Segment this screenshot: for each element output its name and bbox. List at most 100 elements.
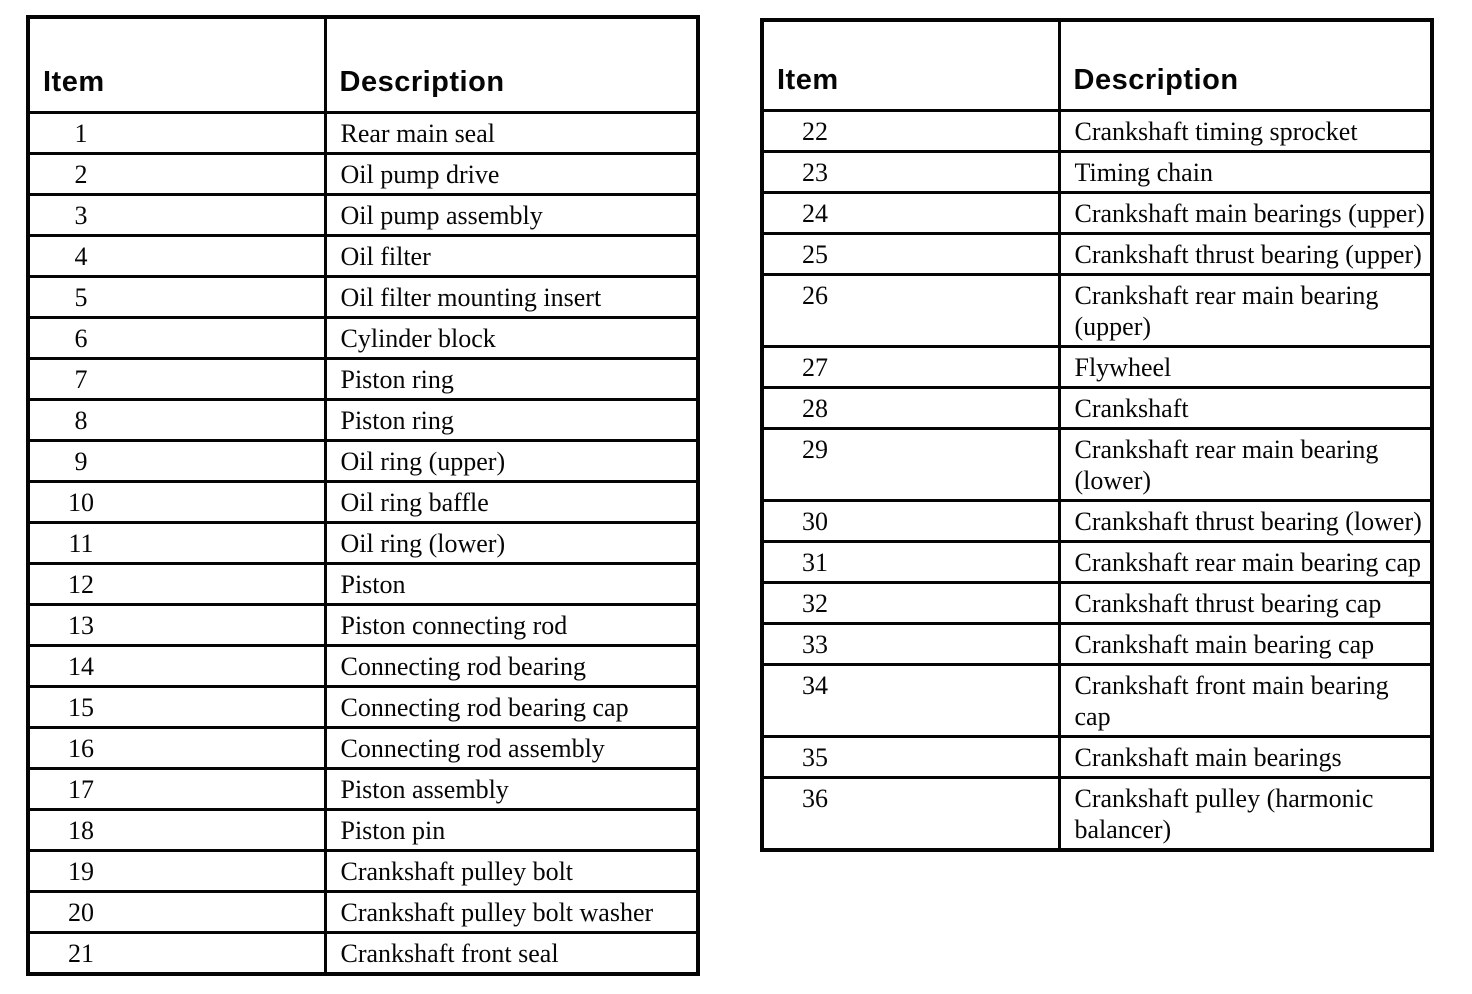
item-cell: 11 [26, 521, 327, 565]
description-cell: Crankshaft front main bearing cap [1057, 663, 1434, 738]
description-cell: Oil filter mounting insert [323, 275, 700, 319]
item-number: 35 [802, 743, 828, 772]
item-number: 20 [68, 898, 94, 927]
table-row: 34 Crankshaft front main bearing cap [760, 663, 1434, 738]
description-cell: Connecting rod bearing [323, 644, 700, 688]
description-cell: Connecting rod assembly [323, 726, 700, 770]
right-parts-table: Item Description 22 Crankshaft timing spr… [760, 18, 1434, 852]
table-row: 21 Crankshaft front seal [26, 931, 700, 976]
description-cell: Oil ring (upper) [323, 439, 700, 483]
table-row: 19 Crankshaft pulley bolt [26, 849, 700, 893]
table-row: 26 Crankshaft rear main bearing (upper) [760, 273, 1434, 348]
description-cell: Timing chain [1057, 150, 1434, 194]
item-cell: 6 [26, 316, 327, 360]
item-number: 15 [68, 693, 94, 722]
item-cell: 5 [26, 275, 327, 319]
description-cell: Rear main seal [323, 111, 700, 155]
item-cell: 3 [26, 193, 327, 237]
item-cell: 29 [760, 427, 1061, 502]
item-cell: 24 [760, 191, 1061, 235]
description-cell: Crankshaft front seal [323, 931, 700, 976]
item-cell: 1 [26, 111, 327, 155]
table-row: 16 Connecting rod assembly [26, 726, 700, 770]
table-row: 13 Piston connecting rod [26, 603, 700, 647]
description-cell: Crankshaft rear main bearing (lower) [1057, 427, 1434, 502]
table-row: 14 Connecting rod bearing [26, 644, 700, 688]
item-number: 34 [802, 671, 828, 700]
item-number: 1 [74, 119, 88, 148]
item-number: 6 [74, 324, 88, 353]
description-cell: Crankshaft pulley bolt [323, 849, 700, 893]
description-cell: Crankshaft main bearings [1057, 735, 1434, 779]
item-cell: 19 [26, 849, 327, 893]
table-row: 29 Crankshaft rear main bearing (lower) [760, 427, 1434, 502]
item-cell: 13 [26, 603, 327, 647]
description-cell: Crankshaft rear main bearing cap [1057, 540, 1434, 584]
item-column-header: Item [26, 15, 327, 114]
item-number: 21 [68, 939, 94, 968]
item-cell: 22 [760, 109, 1061, 153]
item-number: 8 [74, 406, 88, 435]
table-row: 23 Timing chain [760, 150, 1434, 194]
item-number: 7 [74, 365, 88, 394]
description-cell: Crankshaft thrust bearing (upper) [1057, 232, 1434, 276]
table-row: 11 Oil ring (lower) [26, 521, 700, 565]
description-cell: Crankshaft [1057, 386, 1434, 430]
item-number: 12 [68, 570, 94, 599]
description-cell: Crankshaft timing sprocket [1057, 109, 1434, 153]
item-cell: 14 [26, 644, 327, 688]
table-row: 7 Piston ring [26, 357, 700, 401]
item-cell: 16 [26, 726, 327, 770]
item-cell: 31 [760, 540, 1061, 584]
table-row: 1 Rear main seal [26, 111, 700, 155]
item-number: 4 [74, 242, 88, 271]
item-number: 31 [802, 548, 828, 577]
item-number: 11 [68, 529, 94, 558]
table-row: 36 Crankshaft pulley (harmonic balancer) [760, 776, 1434, 852]
description-cell: Oil pump assembly [323, 193, 700, 237]
item-number: 18 [68, 816, 94, 845]
description-cell: Piston ring [323, 398, 700, 442]
description-cell: Crankshaft main bearings (upper) [1057, 191, 1434, 235]
description-cell: Flywheel [1057, 345, 1434, 389]
table-row: 6 Cylinder block [26, 316, 700, 360]
left-parts-table: Item Description 1 Rear main seal 2 Oil pum… [26, 15, 700, 976]
description-cell: Piston connecting rod [323, 603, 700, 647]
item-number: 16 [68, 734, 94, 763]
item-cell: 23 [760, 150, 1061, 194]
description-cell: Crankshaft pulley bolt washer [323, 890, 700, 934]
item-cell: 17 [26, 767, 327, 811]
table-row: 24 Crankshaft main bearings (upper) [760, 191, 1434, 235]
table-row: 30 Crankshaft thrust bearing (lower) [760, 499, 1434, 543]
item-cell: 21 [26, 931, 327, 976]
item-cell: 32 [760, 581, 1061, 625]
item-number: 9 [74, 447, 88, 476]
item-number: 36 [802, 784, 828, 813]
table-row: 9 Oil ring (upper) [26, 439, 700, 483]
item-cell: 34 [760, 663, 1061, 738]
item-number: 2 [74, 160, 88, 189]
description-cell: Piston assembly [323, 767, 700, 811]
table-row: 10 Oil ring baffle [26, 480, 700, 524]
item-number: 29 [802, 435, 828, 464]
item-cell: 12 [26, 562, 327, 606]
description-column-header: Description [1057, 18, 1434, 112]
item-cell: 36 [760, 776, 1061, 852]
item-number: 27 [802, 353, 828, 382]
item-number: 22 [802, 117, 828, 146]
item-number: 30 [802, 507, 828, 536]
table-row: 15 Connecting rod bearing cap [26, 685, 700, 729]
table-row: 32 Crankshaft thrust bearing cap [760, 581, 1434, 625]
item-cell: 26 [760, 273, 1061, 348]
item-cell: 27 [760, 345, 1061, 389]
table-row: 4 Oil filter [26, 234, 700, 278]
item-number: 10 [68, 488, 94, 517]
item-number: 26 [802, 281, 828, 310]
item-number: 3 [74, 201, 88, 230]
description-cell: Crankshaft thrust bearing (lower) [1057, 499, 1434, 543]
description-cell: Oil pump drive [323, 152, 700, 196]
table-row: 20 Crankshaft pulley bolt washer [26, 890, 700, 934]
item-number: 13 [68, 611, 94, 640]
item-cell: 8 [26, 398, 327, 442]
table-row: 22 Crankshaft timing sprocket [760, 109, 1434, 153]
